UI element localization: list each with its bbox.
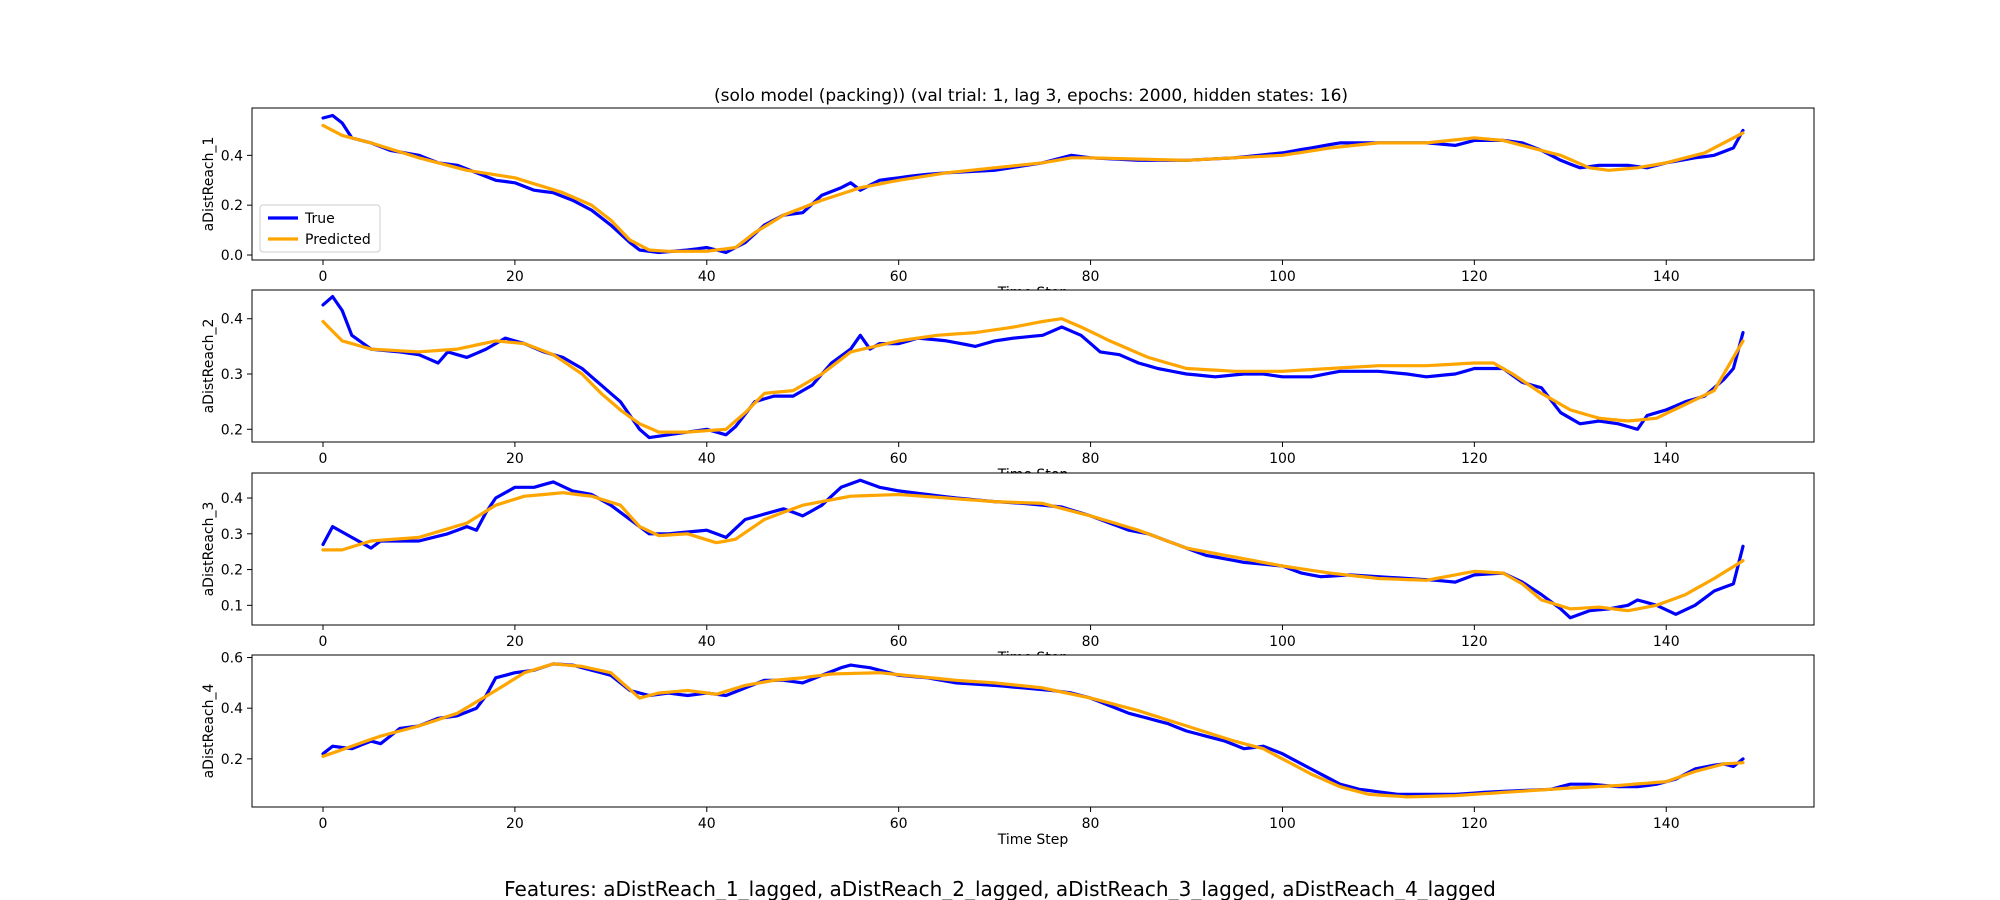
x-tick-label: 100 — [1269, 269, 1296, 285]
series-line-predicted — [321, 123, 1745, 253]
y-axis-label: aDistReach_1 — [201, 137, 217, 232]
chart-title: (solo model (packing)) (val trial: 1, la… — [714, 86, 1348, 106]
x-axis-label: Time Step — [997, 832, 1069, 848]
y-tick-label: 0.3 — [221, 367, 243, 383]
plot-area — [251, 107, 1815, 261]
y-tick-label: 0.4 — [221, 491, 243, 507]
x-tick-label: 20 — [506, 269, 524, 285]
x-tick-label: 40 — [698, 634, 716, 650]
x-tick-label: 60 — [890, 451, 908, 467]
x-tick-label: 60 — [890, 816, 908, 832]
series-line-predicted — [321, 317, 1745, 434]
legend-label: Predicted — [305, 232, 371, 248]
subplots: 0 20 40 60 80 100 120 140 0.0 0.2 0.4 Time Step aDis… — [201, 107, 1815, 848]
x-tick-label: 80 — [1082, 269, 1100, 285]
y-tick-label: 0.2 — [221, 752, 243, 768]
x-tick-label: 0 — [319, 816, 328, 832]
y-tick-label: 0.3 — [221, 527, 243, 543]
series-line-predicted — [321, 662, 1745, 799]
x-tick-label: 120 — [1461, 634, 1488, 650]
features-caption: Features: aDistReach_1_lagged, aDistReac… — [504, 877, 1496, 900]
y-axis-label: aDistReach_3 — [201, 502, 217, 597]
x-tick-label: 100 — [1269, 816, 1296, 832]
x-tick-label: 120 — [1461, 816, 1488, 832]
x-tick-label: 120 — [1461, 451, 1488, 467]
x-tick-label: 80 — [1082, 451, 1100, 467]
x-tick-label: 140 — [1653, 451, 1680, 467]
x-tick-label: 120 — [1461, 269, 1488, 285]
x-tick-label: 0 — [319, 634, 328, 650]
x-tick-label: 40 — [698, 269, 716, 285]
x-tick-label: 0 — [319, 451, 328, 467]
y-tick-label: 0.6 — [221, 651, 243, 667]
x-tick-label: 80 — [1082, 816, 1100, 832]
x-tick-label: 20 — [506, 451, 524, 467]
plot-area — [251, 472, 1815, 626]
x-tick-label: 60 — [890, 634, 908, 650]
plot-area — [251, 289, 1815, 443]
y-axis-label: aDistReach_4 — [201, 684, 217, 779]
y-tick-label: 0.4 — [221, 701, 243, 717]
x-tick-label: 80 — [1082, 634, 1100, 650]
y-tick-label: 0.1 — [221, 598, 243, 614]
y-tick-label: 0.0 — [221, 248, 243, 264]
x-tick-label: 140 — [1653, 816, 1680, 832]
x-tick-label: 100 — [1269, 451, 1296, 467]
x-tick-label: 140 — [1653, 269, 1680, 285]
y-tick-label: 0.2 — [221, 563, 243, 579]
x-tick-label: 100 — [1269, 634, 1296, 650]
y-tick-label: 0.2 — [221, 422, 243, 438]
x-tick-label: 20 — [506, 634, 524, 650]
legend: True Predicted — [259, 204, 381, 253]
y-tick-label: 0.4 — [221, 148, 243, 164]
y-tick-label: 0.4 — [221, 312, 243, 328]
y-axis-label: aDistReach_2 — [201, 319, 217, 414]
subplot-4: 0 20 40 60 80 100 120 140 0.2 0.4 0.6 Time Step aDis… — [201, 651, 1815, 848]
x-tick-label: 140 — [1653, 634, 1680, 650]
x-tick-label: 40 — [698, 816, 716, 832]
series-line-predicted — [321, 491, 1745, 613]
y-tick-label: 0.2 — [221, 198, 243, 214]
x-tick-label: 60 — [890, 269, 908, 285]
x-tick-label: 0 — [319, 269, 328, 285]
x-tick-label: 40 — [698, 451, 716, 467]
x-tick-label: 20 — [506, 816, 524, 832]
legend-label: True — [304, 211, 335, 227]
